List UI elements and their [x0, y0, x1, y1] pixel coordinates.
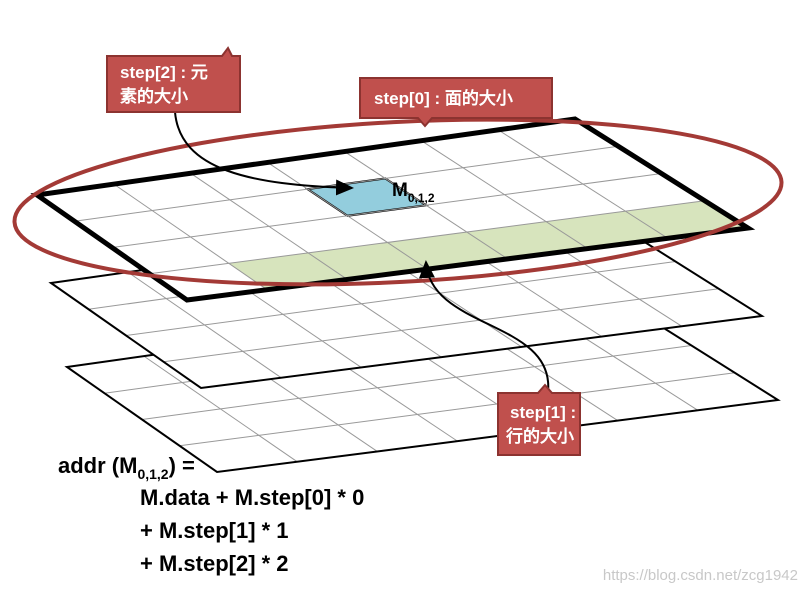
- grid-line: [163, 288, 719, 363]
- callout-text: 行的大小: [505, 426, 574, 446]
- row-highlight: [228, 200, 749, 290]
- callout: step[2] : 元 素的大小: [106, 46, 241, 113]
- cell-label-main: M: [392, 180, 408, 201]
- grid-line: [141, 345, 692, 420]
- cell-label-subscript: 0,1,2: [408, 191, 435, 205]
- cell-label: M0,1,2: [392, 180, 435, 205]
- grid-line: [179, 372, 735, 447]
- formula-text: addr (M: [58, 453, 137, 478]
- formula-line: + M.step[1] * 1: [140, 518, 289, 543]
- callout-text: step[1] :: [510, 403, 576, 422]
- formula-subscript: 0,1,2: [137, 466, 168, 482]
- highlight-ellipse: [12, 117, 784, 287]
- planes: [30, 116, 781, 474]
- callout: step[0] : 面的大小: [359, 77, 553, 128]
- grid-line: [125, 261, 676, 336]
- watermark: https://blog.csdn.net/zcg1942: [603, 567, 798, 584]
- arrow: [418, 260, 550, 393]
- formula-lhs: addr (M0,1,2) =: [58, 453, 195, 482]
- callout-text: step[2] : 元: [120, 63, 208, 82]
- formula-line: M.data + M.step[0] * 0: [140, 485, 364, 510]
- arrow: [174, 111, 354, 196]
- callout-text: 素的大小: [120, 86, 188, 106]
- plane-border: [30, 116, 756, 303]
- grid-line: [149, 200, 705, 275]
- grid-line: [111, 173, 662, 248]
- callout-text: step[0] : 面的大小: [374, 88, 513, 108]
- formula-line: + M.step[2] * 2: [140, 551, 289, 576]
- callout: step[1] : 行的大小: [497, 383, 581, 456]
- formula-text: ) =: [169, 453, 195, 478]
